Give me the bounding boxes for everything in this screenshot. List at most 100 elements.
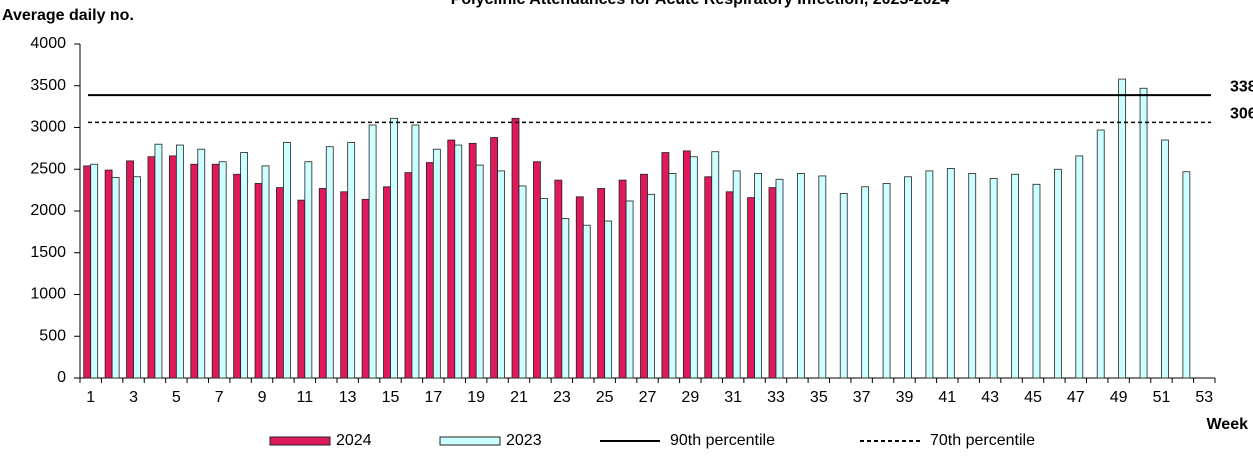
x-tick-label: 3 xyxy=(129,389,138,406)
bar xyxy=(597,188,606,379)
x-tick-label: 7 xyxy=(215,389,224,406)
bar xyxy=(747,197,755,379)
bar xyxy=(768,187,777,379)
bar xyxy=(518,185,527,379)
bar xyxy=(475,164,484,379)
bar xyxy=(647,193,655,379)
bar xyxy=(904,176,912,379)
x-tick-label: 33 xyxy=(767,389,785,406)
y-tick-label: 1000 xyxy=(30,286,66,303)
x-tick-label: 1 xyxy=(86,389,95,406)
y-tick-label: 500 xyxy=(39,327,66,344)
bar xyxy=(861,186,870,379)
bar xyxy=(468,142,477,379)
bar xyxy=(511,117,520,379)
y-tick-label: 1500 xyxy=(30,244,66,261)
bar xyxy=(1118,78,1127,379)
x-tick-label: 37 xyxy=(853,389,871,406)
x-tick-label: 47 xyxy=(1067,389,1085,406)
x-tick-label: 29 xyxy=(681,389,699,406)
bar xyxy=(261,165,270,379)
x-tick-label: 27 xyxy=(639,389,657,406)
bar xyxy=(283,142,291,379)
bar xyxy=(240,152,249,379)
bar xyxy=(190,163,199,379)
y-axis-label: Average daily no. xyxy=(2,7,134,24)
bar xyxy=(1182,171,1191,379)
bar xyxy=(404,172,413,379)
bar xyxy=(154,143,163,379)
bar xyxy=(797,173,805,379)
x-tick-label: 11 xyxy=(297,389,314,406)
bar xyxy=(725,191,734,379)
x-tick-label: 21 xyxy=(510,389,528,406)
x-tick-label: 15 xyxy=(382,389,400,406)
bar xyxy=(689,156,698,379)
bar xyxy=(1096,129,1105,379)
bar xyxy=(218,161,227,379)
y-tick-label: 4000 xyxy=(30,35,66,52)
legend-swatch xyxy=(439,436,501,446)
bar xyxy=(411,124,420,379)
bar xyxy=(1161,139,1169,379)
bar xyxy=(704,176,713,379)
legend-label: 70th percentile xyxy=(930,432,1035,449)
bar xyxy=(497,170,505,379)
bar xyxy=(432,148,441,379)
x-tick-label: 41 xyxy=(938,389,956,406)
bar xyxy=(604,220,613,379)
bar xyxy=(775,178,784,379)
chart-title: Polyclinic Attendances for Acute Respira… xyxy=(451,0,950,8)
bar xyxy=(325,146,334,379)
legend-label: 90th percentile xyxy=(670,432,775,449)
bar xyxy=(175,144,184,379)
x-tick-label: 51 xyxy=(1153,389,1171,406)
bar xyxy=(946,168,955,379)
bar xyxy=(390,117,398,379)
bar xyxy=(276,187,284,379)
bar xyxy=(211,163,220,379)
bar xyxy=(682,150,691,379)
bar xyxy=(147,156,156,379)
bar xyxy=(839,193,848,379)
bar xyxy=(1053,168,1062,379)
bar xyxy=(254,183,263,379)
bar xyxy=(925,170,934,379)
bar xyxy=(533,161,541,379)
bar xyxy=(968,173,977,379)
bar xyxy=(661,152,670,379)
bar xyxy=(347,142,356,379)
bar xyxy=(1032,183,1041,379)
bar xyxy=(1011,173,1019,379)
legend-label: 2024 xyxy=(336,432,372,449)
bar xyxy=(640,173,648,379)
bar xyxy=(104,169,113,379)
bar xyxy=(540,198,548,379)
x-tick-label: 17 xyxy=(424,389,442,406)
bar xyxy=(83,165,92,379)
bar xyxy=(1075,155,1084,379)
bar xyxy=(304,161,313,379)
bar xyxy=(368,124,377,379)
legend-swatch xyxy=(269,436,331,446)
bar xyxy=(668,173,677,379)
bar xyxy=(340,191,349,379)
y-tick-label: 2500 xyxy=(30,160,66,177)
bar xyxy=(361,198,370,379)
legend-label: 2023 xyxy=(506,432,542,449)
y-tick-label: 0 xyxy=(57,369,66,386)
bar xyxy=(297,199,306,379)
bar xyxy=(754,173,762,379)
bar xyxy=(625,200,634,379)
x-tick-label: 43 xyxy=(981,389,999,406)
x-tick-label: 13 xyxy=(339,389,357,406)
bar xyxy=(989,178,998,379)
bar xyxy=(168,155,177,379)
x-tick-label: 49 xyxy=(1110,389,1128,406)
x-tick-label: 9 xyxy=(258,389,267,406)
bar xyxy=(561,218,570,379)
y-tick-label: 3500 xyxy=(30,77,66,94)
bar xyxy=(711,151,720,379)
x-tick-label: 45 xyxy=(1024,389,1042,406)
x-axis-label: Week xyxy=(1206,416,1248,433)
